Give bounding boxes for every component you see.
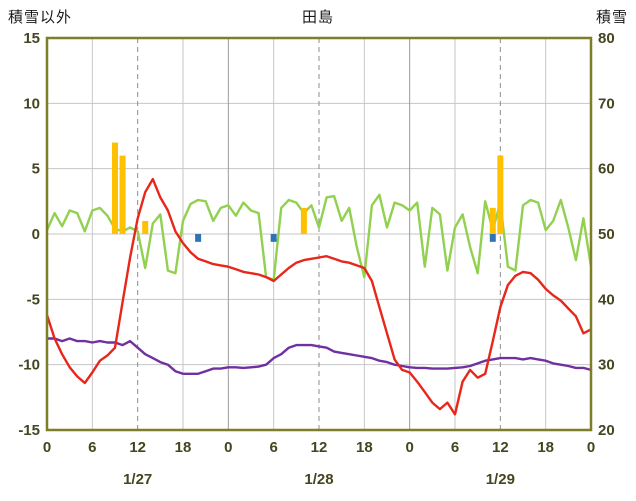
y-right-tick-label: 60 — [598, 161, 615, 178]
orange-bars-bar — [112, 142, 118, 234]
y-left-tick-label: 5 — [32, 161, 40, 178]
x-tick-label: 12 — [129, 439, 146, 456]
y-left-tick-label: 10 — [23, 95, 40, 112]
y-left-tick-label: 15 — [23, 30, 40, 47]
left-axis-title: 積雪以外 — [8, 9, 73, 26]
x-tick-label: 18 — [537, 439, 554, 456]
purple-line — [45, 337, 593, 375]
orange-bars-bar — [489, 207, 496, 234]
x-date-label: 1/29 — [486, 471, 515, 488]
y-right-tick-label: 40 — [598, 291, 615, 308]
orange-bars-bar — [142, 220, 149, 234]
plot-frame — [45, 36, 593, 432]
x-tick-label: 18 — [175, 439, 192, 456]
y-right-tick-label: 80 — [598, 30, 615, 47]
red-line — [45, 177, 593, 416]
right-axis-title: 積雪 — [595, 9, 628, 26]
blue-bars-bar — [195, 234, 202, 242]
x-tick-label: 0 — [224, 439, 232, 456]
x-date-label: 1/27 — [123, 471, 152, 488]
y-left-tick-label: 0 — [32, 226, 40, 243]
y-right-tick-label: 70 — [598, 95, 615, 112]
x-date-label: 1/28 — [304, 471, 333, 488]
blue-bars-bar — [270, 234, 277, 242]
y-left-tick-label: -10 — [18, 357, 40, 374]
x-tick-label: 0 — [587, 439, 595, 456]
orange-bars-bar — [300, 207, 307, 234]
y-right-tick-label: 30 — [598, 357, 615, 374]
x-tick-label: 6 — [269, 439, 277, 456]
orange-bars-bar — [497, 155, 504, 234]
y-left-tick-label: -5 — [27, 291, 40, 308]
blue-bars-bar — [489, 234, 496, 242]
x-tick-label: 6 — [451, 439, 459, 456]
y-left-tick-label: -15 — [18, 422, 40, 439]
orange-bars-bar — [119, 155, 126, 234]
x-tick-label: 0 — [405, 439, 413, 456]
x-tick-label: 12 — [311, 439, 328, 456]
x-tick-label: 18 — [356, 439, 373, 456]
y-right-tick-label: 50 — [598, 226, 615, 243]
x-tick-label: 12 — [492, 439, 509, 456]
chart-title: 田島 — [301, 9, 334, 26]
y-right-tick-label: 20 — [598, 422, 615, 439]
x-tick-label: 6 — [88, 439, 96, 456]
x-tick-label: 0 — [43, 439, 51, 456]
